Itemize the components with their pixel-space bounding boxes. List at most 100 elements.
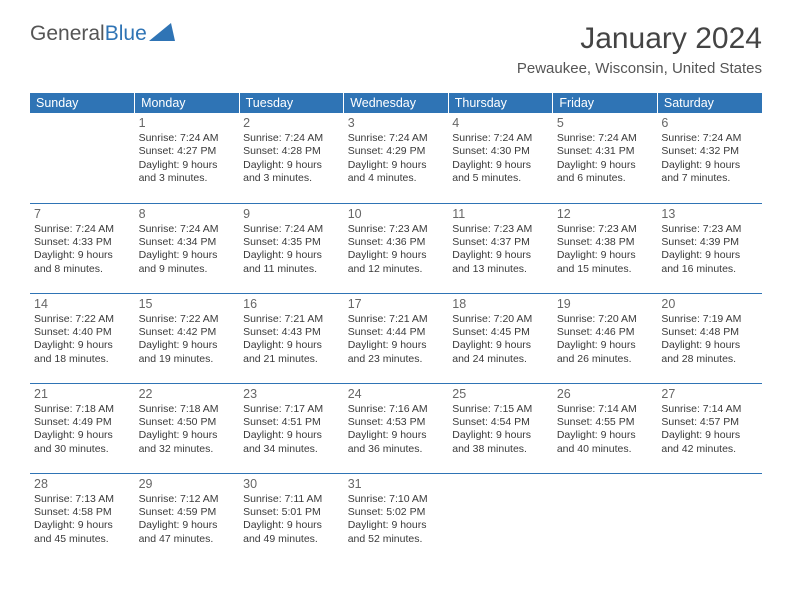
daylight-text: Daylight: 9 hours	[243, 249, 340, 262]
day-cell: 29Sunrise: 7:12 AMSunset: 4:59 PMDayligh…	[135, 473, 240, 563]
daylight-text: and 52 minutes.	[348, 533, 445, 546]
day-cell: 1Sunrise: 7:24 AMSunset: 4:27 PMDaylight…	[135, 113, 240, 203]
daylight-text: Daylight: 9 hours	[452, 429, 549, 442]
sunrise-text: Sunrise: 7:10 AM	[348, 493, 445, 506]
daylight-text: and 30 minutes.	[34, 443, 131, 456]
sunset-text: Sunset: 4:46 PM	[557, 326, 654, 339]
day-number: 11	[452, 206, 549, 223]
day-number: 9	[243, 206, 340, 223]
col-monday: Monday	[135, 93, 240, 113]
sunrise-text: Sunrise: 7:21 AM	[243, 313, 340, 326]
daylight-text: Daylight: 9 hours	[34, 339, 131, 352]
daylight-text: and 18 minutes.	[34, 353, 131, 366]
daylight-text: Daylight: 9 hours	[452, 249, 549, 262]
daylight-text: Daylight: 9 hours	[243, 519, 340, 532]
daylight-text: Daylight: 9 hours	[243, 339, 340, 352]
day-header-row: Sunday Monday Tuesday Wednesday Thursday…	[30, 93, 762, 113]
sunset-text: Sunset: 4:38 PM	[557, 236, 654, 249]
day-cell: 10Sunrise: 7:23 AMSunset: 4:36 PMDayligh…	[344, 203, 449, 293]
sunset-text: Sunset: 4:28 PM	[243, 145, 340, 158]
daylight-text: Daylight: 9 hours	[661, 339, 758, 352]
sunrise-text: Sunrise: 7:24 AM	[452, 132, 549, 145]
daylight-text: Daylight: 9 hours	[661, 249, 758, 262]
sunset-text: Sunset: 4:45 PM	[452, 326, 549, 339]
daylight-text: Daylight: 9 hours	[661, 159, 758, 172]
sunrise-text: Sunrise: 7:24 AM	[243, 223, 340, 236]
sunset-text: Sunset: 4:42 PM	[139, 326, 236, 339]
daylight-text: and 45 minutes.	[34, 533, 131, 546]
page: GeneralBlue January 2024 Pewaukee, Wisco…	[0, 0, 792, 583]
sunrise-text: Sunrise: 7:24 AM	[348, 132, 445, 145]
day-cell: 30Sunrise: 7:11 AMSunset: 5:01 PMDayligh…	[239, 473, 344, 563]
week-row: 1Sunrise: 7:24 AMSunset: 4:27 PMDaylight…	[30, 113, 762, 203]
day-number: 13	[661, 206, 758, 223]
sunrise-text: Sunrise: 7:11 AM	[243, 493, 340, 506]
calendar-table: Sunday Monday Tuesday Wednesday Thursday…	[30, 93, 762, 563]
sunrise-text: Sunrise: 7:24 AM	[557, 132, 654, 145]
daylight-text: and 21 minutes.	[243, 353, 340, 366]
title-block: January 2024 Pewaukee, Wisconsin, United…	[517, 22, 762, 77]
sunrise-text: Sunrise: 7:20 AM	[557, 313, 654, 326]
sunset-text: Sunset: 4:36 PM	[348, 236, 445, 249]
daylight-text: Daylight: 9 hours	[348, 159, 445, 172]
daylight-text: and 40 minutes.	[557, 443, 654, 456]
daylight-text: and 36 minutes.	[348, 443, 445, 456]
daylight-text: Daylight: 9 hours	[139, 519, 236, 532]
day-cell: 18Sunrise: 7:20 AMSunset: 4:45 PMDayligh…	[448, 293, 553, 383]
sunrise-text: Sunrise: 7:19 AM	[661, 313, 758, 326]
header: GeneralBlue January 2024 Pewaukee, Wisco…	[30, 22, 762, 77]
day-number: 8	[139, 206, 236, 223]
sunrise-text: Sunrise: 7:24 AM	[34, 223, 131, 236]
daylight-text: and 23 minutes.	[348, 353, 445, 366]
sunset-text: Sunset: 4:34 PM	[139, 236, 236, 249]
day-number: 10	[348, 206, 445, 223]
day-cell	[30, 113, 135, 203]
day-number: 26	[557, 386, 654, 403]
col-thursday: Thursday	[448, 93, 553, 113]
day-number: 12	[557, 206, 654, 223]
day-cell: 31Sunrise: 7:10 AMSunset: 5:02 PMDayligh…	[344, 473, 449, 563]
sunset-text: Sunset: 4:51 PM	[243, 416, 340, 429]
day-cell: 12Sunrise: 7:23 AMSunset: 4:38 PMDayligh…	[553, 203, 658, 293]
daylight-text: and 3 minutes.	[139, 172, 236, 185]
sunset-text: Sunset: 4:53 PM	[348, 416, 445, 429]
daylight-text: Daylight: 9 hours	[348, 249, 445, 262]
week-row: 14Sunrise: 7:22 AMSunset: 4:40 PMDayligh…	[30, 293, 762, 383]
day-number: 28	[34, 476, 131, 493]
sunset-text: Sunset: 4:31 PM	[557, 145, 654, 158]
day-cell: 13Sunrise: 7:23 AMSunset: 4:39 PMDayligh…	[657, 203, 762, 293]
sunrise-text: Sunrise: 7:13 AM	[34, 493, 131, 506]
daylight-text: and 16 minutes.	[661, 263, 758, 276]
day-cell	[657, 473, 762, 563]
day-cell: 28Sunrise: 7:13 AMSunset: 4:58 PMDayligh…	[30, 473, 135, 563]
daylight-text: Daylight: 9 hours	[34, 429, 131, 442]
day-number: 2	[243, 115, 340, 132]
sunrise-text: Sunrise: 7:23 AM	[661, 223, 758, 236]
day-number: 25	[452, 386, 549, 403]
daylight-text: and 7 minutes.	[661, 172, 758, 185]
day-number: 4	[452, 115, 549, 132]
day-cell: 8Sunrise: 7:24 AMSunset: 4:34 PMDaylight…	[135, 203, 240, 293]
daylight-text: and 3 minutes.	[243, 172, 340, 185]
daylight-text: and 15 minutes.	[557, 263, 654, 276]
col-tuesday: Tuesday	[239, 93, 344, 113]
sunset-text: Sunset: 4:50 PM	[139, 416, 236, 429]
col-friday: Friday	[553, 93, 658, 113]
day-cell: 20Sunrise: 7:19 AMSunset: 4:48 PMDayligh…	[657, 293, 762, 383]
logo: GeneralBlue	[30, 22, 175, 46]
daylight-text: Daylight: 9 hours	[243, 159, 340, 172]
day-number: 21	[34, 386, 131, 403]
sunrise-text: Sunrise: 7:17 AM	[243, 403, 340, 416]
day-cell: 27Sunrise: 7:14 AMSunset: 4:57 PMDayligh…	[657, 383, 762, 473]
logo-triangle-icon	[149, 23, 175, 46]
daylight-text: and 8 minutes.	[34, 263, 131, 276]
day-cell	[448, 473, 553, 563]
sunrise-text: Sunrise: 7:12 AM	[139, 493, 236, 506]
daylight-text: and 12 minutes.	[348, 263, 445, 276]
day-cell: 11Sunrise: 7:23 AMSunset: 4:37 PMDayligh…	[448, 203, 553, 293]
daylight-text: Daylight: 9 hours	[139, 159, 236, 172]
day-number: 7	[34, 206, 131, 223]
day-cell: 16Sunrise: 7:21 AMSunset: 4:43 PMDayligh…	[239, 293, 344, 383]
daylight-text: Daylight: 9 hours	[557, 159, 654, 172]
daylight-text: Daylight: 9 hours	[452, 159, 549, 172]
